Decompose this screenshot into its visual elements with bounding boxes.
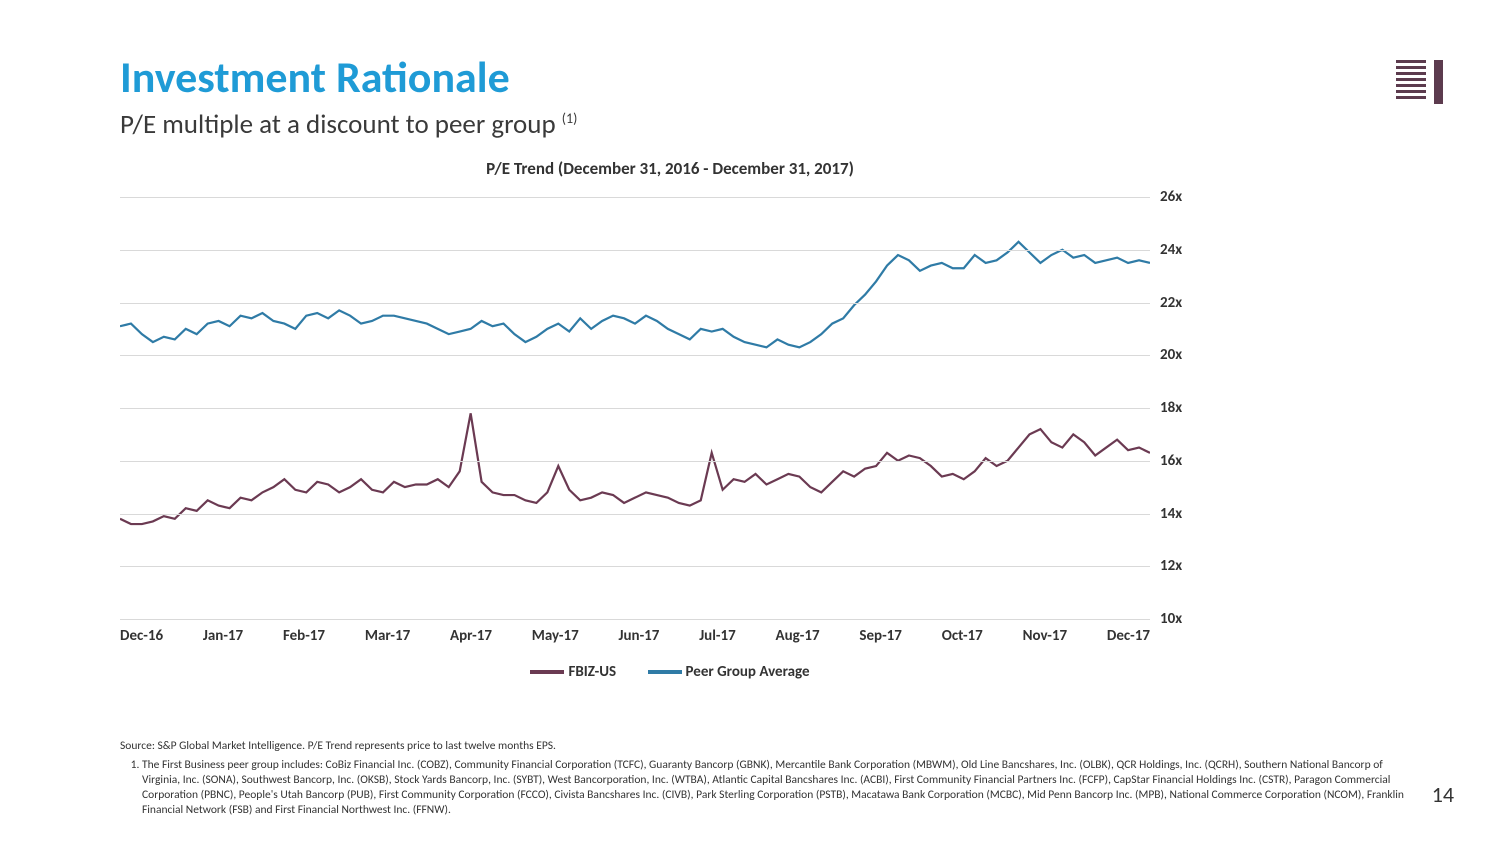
y-axis-label: 16x	[1160, 452, 1210, 470]
legend-swatch	[648, 670, 682, 674]
x-axis-label: Dec-16	[120, 627, 163, 645]
plot-area: 26x24x22x20x18x16x14x12x10x	[120, 197, 1150, 619]
x-axis-label: Mar-17	[365, 627, 410, 645]
y-axis-label: 18x	[1160, 399, 1210, 417]
subtitle-text: P/E multiple at a discount to peer group	[120, 108, 562, 141]
legend-label: Peer Group Average	[686, 663, 810, 681]
y-axis-label: 20x	[1160, 346, 1210, 364]
x-axis-label: Apr-17	[450, 627, 492, 645]
footnote-1: The First Business peer group includes: …	[142, 758, 1404, 818]
x-axis-label: Nov-17	[1023, 627, 1068, 645]
chart-container: P/E Trend (December 31, 2016 - December …	[120, 158, 1220, 681]
x-axis-label: Jun-17	[619, 627, 660, 645]
header: Investment Rationale P/E multiple at a d…	[120, 50, 1424, 141]
x-axis-label: Jan-17	[203, 627, 243, 645]
footnotes: Source: S&P Global Market Intelligence. …	[120, 739, 1404, 818]
pe-trend-chart: 26x24x22x20x18x16x14x12x10x Dec-16Jan-17…	[120, 189, 1220, 649]
company-logo-icon	[1396, 56, 1444, 108]
x-axis-label: Aug-17	[776, 627, 820, 645]
series-line	[120, 413, 1150, 524]
page-number: 14	[1432, 781, 1454, 808]
legend-label: FBIZ-US	[568, 663, 616, 681]
legend-swatch	[530, 670, 564, 674]
chart-legend: FBIZ-US Peer Group Average	[120, 661, 1220, 681]
gridline	[120, 619, 1150, 620]
gridline	[120, 250, 1150, 251]
source-note: Source: S&P Global Market Intelligence. …	[120, 739, 1404, 754]
x-axis-label: Oct-17	[942, 627, 983, 645]
gridline	[120, 355, 1150, 356]
x-axis-label: Feb-17	[283, 627, 325, 645]
y-axis-label: 14x	[1160, 505, 1210, 523]
gridline	[120, 514, 1150, 515]
y-axis-label: 24x	[1160, 241, 1210, 259]
legend-item: Peer Group Average	[648, 663, 810, 681]
y-axis-label: 12x	[1160, 557, 1210, 575]
x-axis-labels: Dec-16 Jan-17 Feb-17 Mar-17 Apr-17 May-17 Jun-…	[120, 627, 1150, 645]
subtitle-sup: (1)	[562, 110, 578, 127]
y-axis-label: 26x	[1160, 188, 1210, 206]
x-axis-label: Jul-17	[699, 627, 736, 645]
gridline	[120, 566, 1150, 567]
y-axis-label: 10x	[1160, 610, 1210, 628]
chart-title: P/E Trend (December 31, 2016 - December …	[120, 158, 1220, 179]
x-axis-label: Dec-17	[1107, 627, 1150, 645]
legend-item: FBIZ-US	[530, 663, 616, 681]
gridline	[120, 197, 1150, 198]
gridline	[120, 408, 1150, 409]
x-axis-label: Sep-17	[859, 627, 902, 645]
page-subtitle: P/E multiple at a discount to peer group…	[120, 108, 1424, 141]
gridline	[120, 303, 1150, 304]
y-axis-label: 22x	[1160, 294, 1210, 312]
x-axis-label: May-17	[532, 627, 579, 645]
gridline	[120, 461, 1150, 462]
page-title: Investment Rationale	[120, 50, 1424, 104]
series-line	[120, 242, 1150, 348]
